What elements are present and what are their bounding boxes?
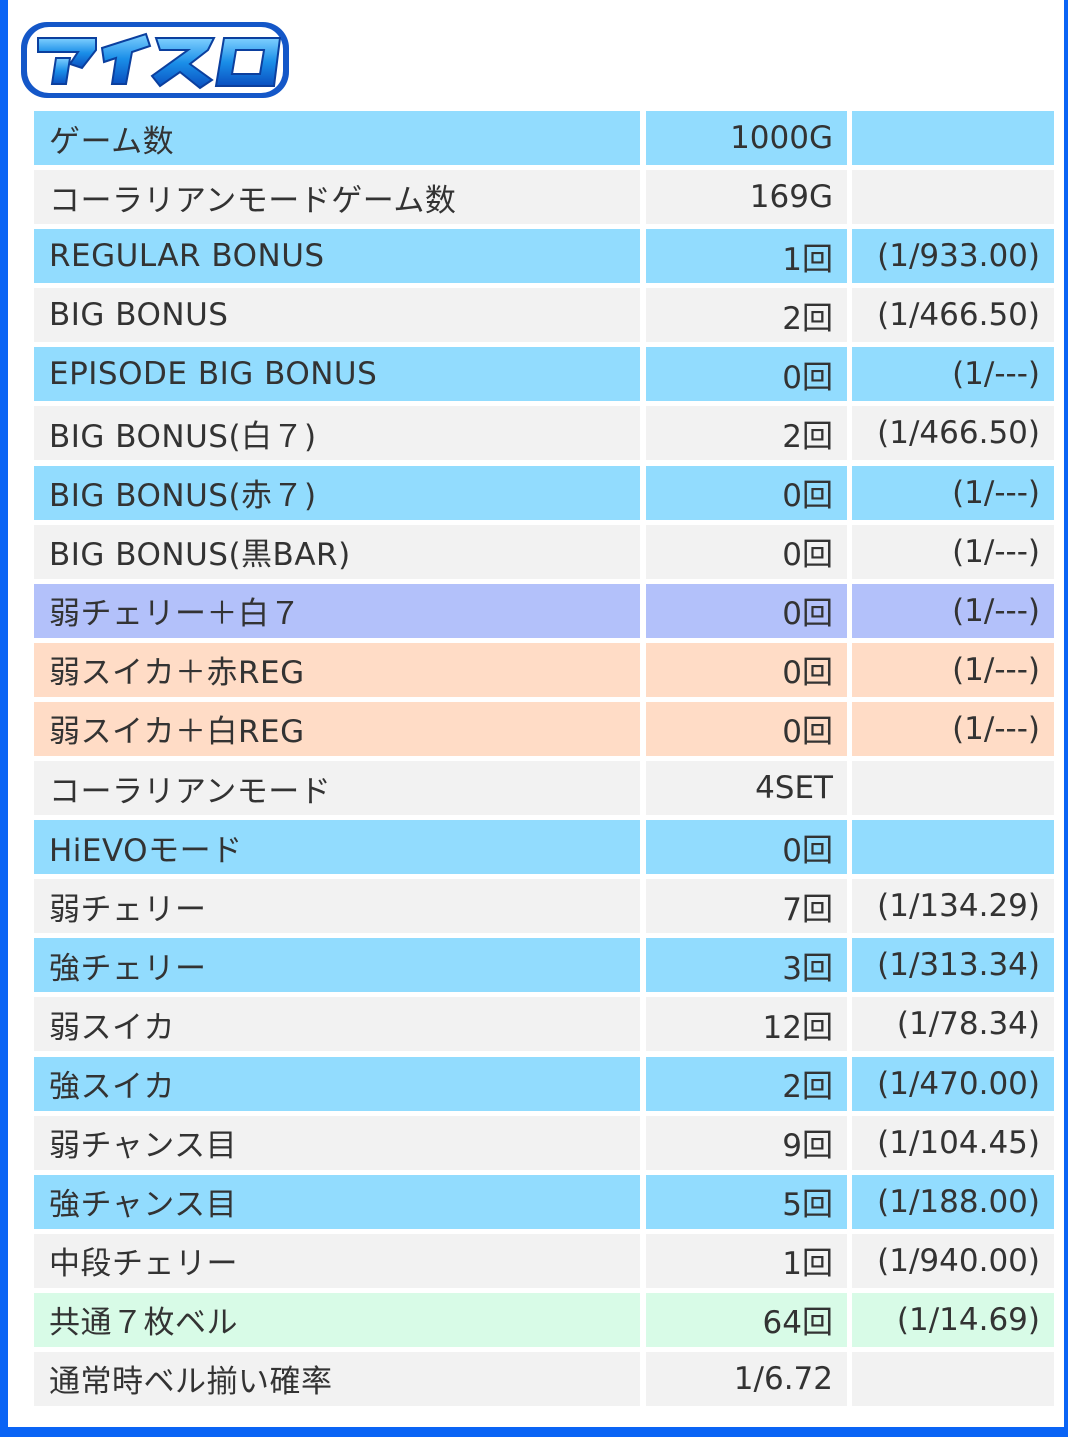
table-row: コーラリアンモードゲーム数 169G — [34, 170, 1054, 225]
row-probability: (1/188.00) — [852, 1174, 1054, 1229]
row-label: BIG BONUS(赤７) — [34, 465, 640, 520]
row-count: 1回 — [646, 229, 847, 284]
stats-table: ゲーム数 1000G コーラリアンモードゲーム数 169G REGULAR BO… — [34, 111, 1054, 1411]
table-row: 弱チェリー 7回 (1/134.29) — [34, 879, 1054, 934]
table-row: 弱スイカ＋白REG 0回 (1/---) — [34, 701, 1054, 756]
row-count: 3回 — [646, 938, 847, 993]
myslo-logo-icon — [18, 14, 293, 104]
row-count: 0回 — [646, 465, 847, 520]
row-count: 2回 — [646, 288, 847, 343]
row-count: 5回 — [646, 1174, 847, 1229]
row-probability: (1/78.34) — [852, 997, 1054, 1052]
row-label: BIG BONUS(黒BAR) — [34, 524, 640, 579]
row-probability — [852, 761, 1054, 816]
row-label: REGULAR BONUS — [34, 229, 640, 284]
table-row: 強チャンス目 5回 (1/188.00) — [34, 1174, 1054, 1229]
row-probability: (1/940.00) — [852, 1233, 1054, 1288]
row-label: 弱スイカ＋赤REG — [34, 642, 640, 697]
row-probability: (1/---) — [852, 642, 1054, 697]
table-row: REGULAR BONUS 1回 (1/933.00) — [34, 229, 1054, 284]
row-probability: (1/---) — [852, 701, 1054, 756]
row-probability: (1/---) — [852, 524, 1054, 579]
row-probability — [852, 820, 1054, 875]
row-label: 弱スイカ＋白REG — [34, 701, 640, 756]
table-row: BIG BONUS(白７) 2回 (1/466.50) — [34, 406, 1054, 461]
row-probability: (1/933.00) — [852, 229, 1054, 284]
row-count: 0回 — [646, 642, 847, 697]
row-label: EPISODE BIG BONUS — [34, 347, 640, 402]
row-probability — [852, 170, 1054, 225]
row-label: 弱チャンス目 — [34, 1115, 640, 1170]
table-row: 共通７枚ベル 64回 (1/14.69) — [34, 1292, 1054, 1347]
row-count: 0回 — [646, 701, 847, 756]
table-row: 弱チェリー＋白７ 0回 (1/---) — [34, 583, 1054, 638]
row-count: 0回 — [646, 583, 847, 638]
row-count: 1/6.72 — [646, 1351, 847, 1406]
table-row: BIG BONUS(赤７) 0回 (1/---) — [34, 465, 1054, 520]
row-label: 強チャンス目 — [34, 1174, 640, 1229]
table-row: BIG BONUS(黒BAR) 0回 (1/---) — [34, 524, 1054, 579]
table-row: EPISODE BIG BONUS 0回 (1/---) — [34, 347, 1054, 402]
row-label: 強スイカ — [34, 1056, 640, 1111]
row-count: 1回 — [646, 1233, 847, 1288]
row-probability: (1/470.00) — [852, 1056, 1054, 1111]
row-probability: (1/---) — [852, 465, 1054, 520]
table-row: 通常時ベル揃い確率 1/6.72 — [34, 1351, 1054, 1406]
row-probability: (1/---) — [852, 347, 1054, 402]
table-row: 中段チェリー 1回 (1/940.00) — [34, 1233, 1054, 1288]
row-probability — [852, 1351, 1054, 1406]
row-count: 9回 — [646, 1115, 847, 1170]
table-row: 強スイカ 2回 (1/470.00) — [34, 1056, 1054, 1111]
row-label: 共通７枚ベル — [34, 1292, 640, 1347]
row-label: 強チェリー — [34, 938, 640, 993]
row-probability: (1/104.45) — [852, 1115, 1054, 1170]
row-label: HiEVOモード — [34, 820, 640, 875]
row-label: コーラリアンモード — [34, 761, 640, 816]
table-row: 弱チャンス目 9回 (1/104.45) — [34, 1115, 1054, 1170]
row-probability: (1/466.50) — [852, 288, 1054, 343]
row-count: 1000G — [646, 111, 847, 165]
row-count: 4SET — [646, 761, 847, 816]
row-label: 中段チェリー — [34, 1233, 640, 1288]
row-probability: (1/466.50) — [852, 406, 1054, 461]
table-row: ゲーム数 1000G — [34, 111, 1054, 165]
row-label: BIG BONUS(白７) — [34, 406, 640, 461]
row-label: 通常時ベル揃い確率 — [34, 1351, 640, 1406]
table-row: コーラリアンモード 4SET — [34, 761, 1054, 816]
row-count: 0回 — [646, 820, 847, 875]
row-count: 0回 — [646, 347, 847, 402]
row-count: 169G — [646, 170, 847, 225]
table-row: BIG BONUS 2回 (1/466.50) — [34, 288, 1054, 343]
row-count: 2回 — [646, 1056, 847, 1111]
row-probability: (1/134.29) — [852, 879, 1054, 934]
row-label: コーラリアンモードゲーム数 — [34, 170, 640, 225]
row-label: BIG BONUS — [34, 288, 640, 343]
row-count: 12回 — [646, 997, 847, 1052]
row-label: 弱チェリー — [34, 879, 640, 934]
table-row: 弱スイカ＋赤REG 0回 (1/---) — [34, 642, 1054, 697]
row-label: ゲーム数 — [34, 111, 640, 165]
table-row: HiEVOモード 0回 — [34, 820, 1054, 875]
row-probability: (1/313.34) — [852, 938, 1054, 993]
row-count: 64回 — [646, 1292, 847, 1347]
row-count: 0回 — [646, 524, 847, 579]
row-label: 弱チェリー＋白７ — [34, 583, 640, 638]
row-probability: (1/---) — [852, 583, 1054, 638]
table-row: 弱スイカ 12回 (1/78.34) — [34, 997, 1054, 1052]
row-count: 7回 — [646, 879, 847, 934]
row-label: 弱スイカ — [34, 997, 640, 1052]
row-probability: (1/14.69) — [852, 1292, 1054, 1347]
row-probability — [852, 111, 1054, 165]
table-row: 強チェリー 3回 (1/313.34) — [34, 938, 1054, 993]
row-count: 2回 — [646, 406, 847, 461]
